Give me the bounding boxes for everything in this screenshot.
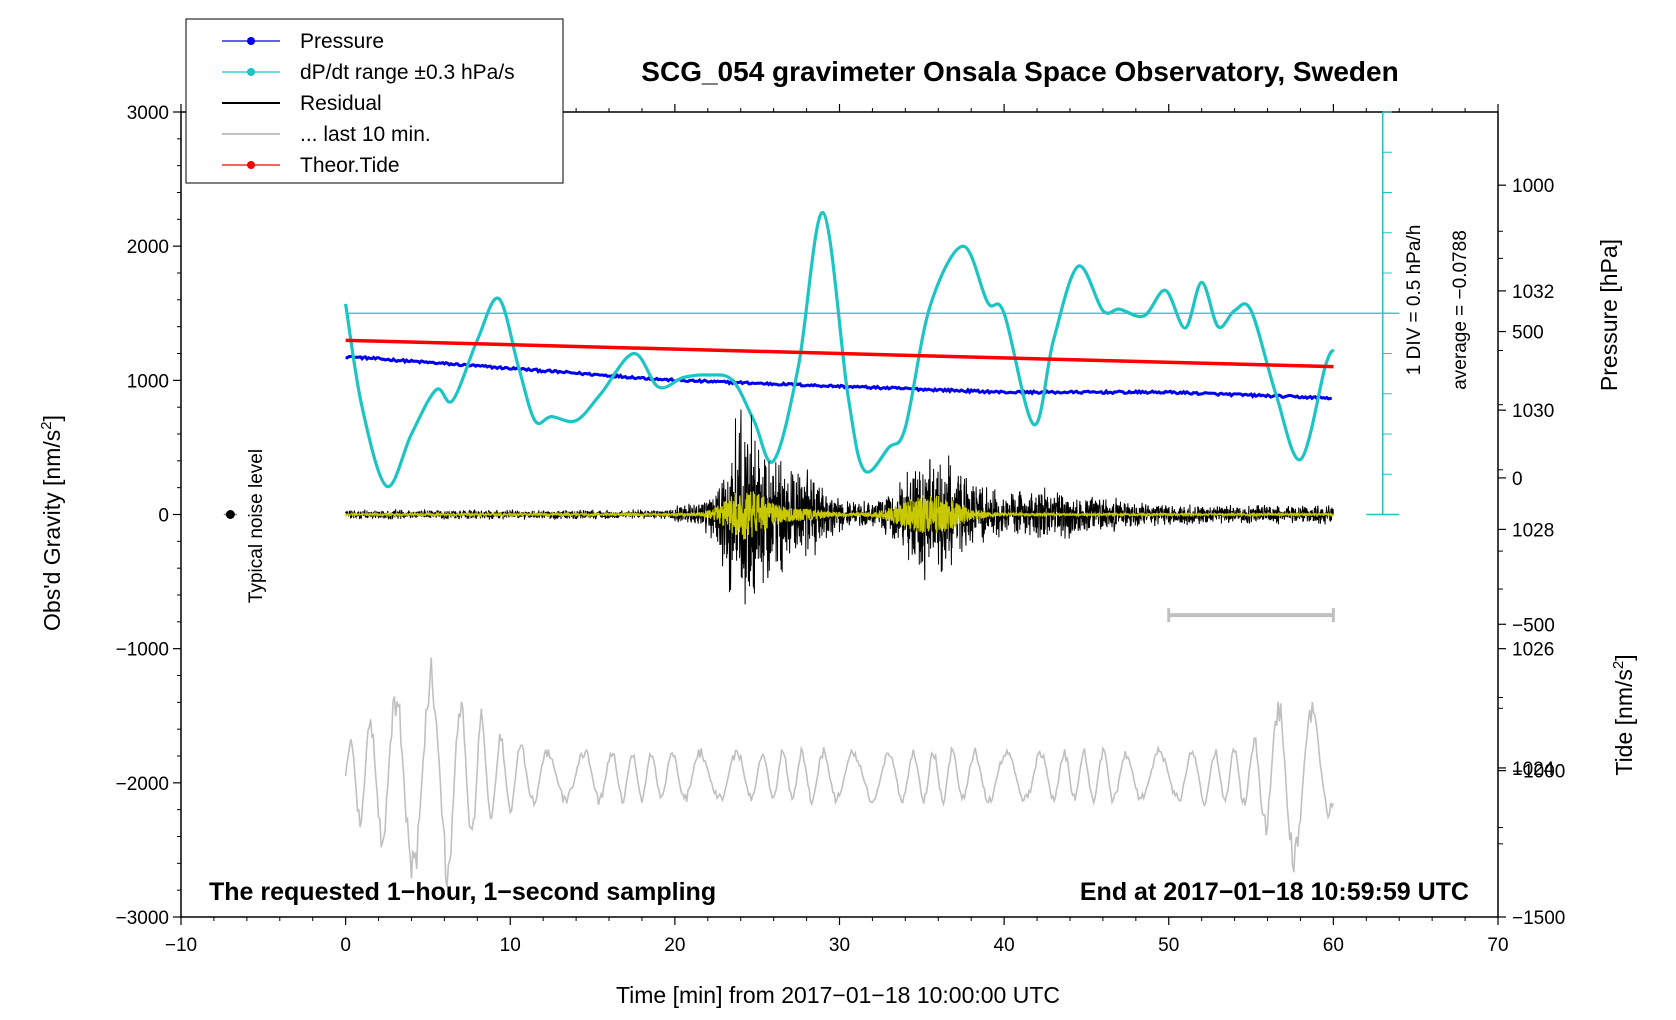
tide-tick-label: 1000 [1512, 176, 1554, 197]
legend-swatch-dot [247, 68, 255, 76]
y-axis-title-tide: Tide [nm/s2] [1610, 654, 1637, 775]
legend-label: Residual [300, 92, 382, 115]
legend-label: ... last 10 min. [300, 123, 431, 146]
gravity-tick-label: −2000 [116, 774, 169, 795]
x-tick-label: 40 [994, 935, 1015, 956]
tide-tick-label: −500 [1512, 615, 1555, 636]
x-tick-label: 20 [664, 935, 685, 956]
x-tick-label: 60 [1323, 935, 1344, 956]
legend-box [185, 18, 564, 184]
tick-layer: −10 0 10 20 30 40 50 60 70 −3000 −2000 −1000 0 1000 20… [116, 103, 1566, 956]
dpdt-scale [345, 111, 1400, 516]
dpdt-average-label: average = −0.0788 [1450, 230, 1471, 390]
annotation-sampling: The requested 1−hour, 1−second sampling [209, 878, 716, 906]
residual-filtered-line [345, 491, 1334, 540]
x-tick-label: −10 [165, 935, 197, 956]
chart-title: SCG_054 gravimeter Onsala Space Observat… [641, 56, 1398, 87]
legend-swatch-dot [247, 37, 255, 45]
noise-level-label: Typical noise level [246, 449, 267, 603]
pressure-tick-label: 1028 [1512, 520, 1554, 541]
pressure-tick-label: 1030 [1512, 401, 1554, 422]
gravity-tick-label: −3000 [116, 908, 169, 929]
legend-label: Theor.Tide [300, 154, 400, 177]
legend-swatch-dot [247, 161, 255, 169]
legend: Pressure dP/dt range ±0.3 hPa/s Residual..… [185, 18, 564, 184]
pressure-tick-label: 1024 [1512, 759, 1555, 780]
x-tick-label: 10 [500, 935, 521, 956]
x-tick-label: 30 [829, 935, 850, 956]
x-axis-title: Time [min] from 2017−01−18 10:00:00 UTC [616, 982, 1060, 1008]
x-tick-label: 50 [1158, 935, 1179, 956]
gravity-tick-label: 3000 [127, 103, 169, 124]
tide-tick-label: 500 [1512, 323, 1544, 344]
gravity-tick-label: 0 [158, 506, 169, 527]
pressure-series-line [345, 354, 1333, 401]
y-axis-title-pressure: Pressure [hPa] [1596, 239, 1622, 391]
tide-series-line [345, 338, 1334, 369]
gravity-tick-label: −1000 [116, 640, 169, 661]
dpdt-series-line [344, 210, 1335, 488]
annotation-end-time: End at 2017−01−18 10:59:59 UTC [1080, 878, 1469, 906]
pressure-tick-label: 1026 [1512, 640, 1554, 661]
gravity-tick-label: 2000 [127, 237, 169, 258]
tide-tick-label: 0 [1512, 469, 1523, 490]
tide-tick-label: −1000 [1512, 762, 1565, 783]
legend-label: dP/dt range ±0.3 hPa/s [300, 61, 515, 84]
pressure-tick-label: 1032 [1512, 282, 1554, 303]
x-tick-label: 0 [340, 935, 351, 956]
y-axis-title-gravity: Obs'd Gravity [nm/s2] [38, 415, 65, 631]
legend-label: Pressure [300, 30, 384, 53]
last10-series-line [344, 657, 1335, 887]
noise-level-marker [225, 510, 235, 519]
series-layer [223, 210, 1335, 887]
dpdt-division-label: 1 DIV = 0.5 hPa/h [1404, 225, 1425, 376]
tide-tick-label: −1500 [1512, 908, 1565, 929]
residual-series-line [345, 409, 1334, 605]
x-tick-label: 70 [1487, 935, 1508, 956]
gravity-tick-label: 1000 [127, 371, 169, 392]
